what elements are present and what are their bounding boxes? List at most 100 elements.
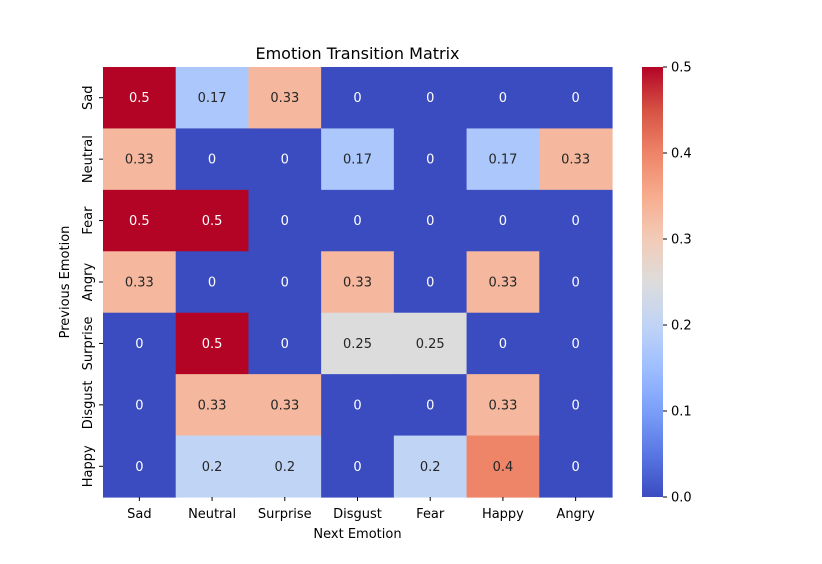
heatmap-cell (539, 374, 613, 437)
y-tick-label: Surprise (81, 317, 96, 371)
heatmap-cell (466, 312, 540, 375)
x-tick-label: Sad (127, 507, 151, 522)
heatmap-cell (103, 189, 177, 252)
y-axis-label: Previous Emotion (58, 226, 73, 339)
cell-value-label: 0.17 (488, 153, 517, 168)
heatmap-cells (103, 67, 613, 498)
heatmap-cell (321, 251, 395, 314)
heatmap-cell (539, 435, 613, 498)
colorbar-tick-label: 0.4 (671, 147, 692, 162)
heatmap-cell (175, 67, 250, 130)
cell-value-label: 0 (499, 91, 507, 106)
cell-value-label: 0.33 (561, 153, 590, 168)
cell-value-label: 0 (571, 214, 579, 229)
cell-value-label: 0 (208, 153, 216, 168)
heatmap-cell (321, 128, 395, 191)
cell-value-label: 0.5 (129, 214, 150, 229)
colorbar-tick-label: 0.0 (671, 491, 692, 506)
cell-value-label: 0.4 (493, 460, 514, 475)
cell-value-label: 0 (353, 214, 361, 229)
colorbar (642, 67, 663, 497)
heatmap-cell (466, 435, 540, 498)
cell-value-label: 0 (571, 398, 579, 413)
y-tick-label: Fear (81, 206, 96, 235)
cell-value-label: 0 (135, 337, 143, 352)
cell-value-label: 0 (135, 460, 143, 475)
cell-value-label: 0.33 (125, 276, 154, 291)
y-tick-label: Sad (81, 85, 96, 109)
cell-value-label: 0 (571, 460, 579, 475)
x-axis: Sad Neutral Surprise Disgust Fear Happy Angry (127, 497, 595, 522)
x-axis-label: Next Emotion (313, 527, 401, 542)
heatmap-cell (539, 189, 613, 252)
cell-value-label: 0 (353, 398, 361, 413)
heatmap-cell (248, 128, 322, 191)
colorbar-tick-label: 0.1 (671, 405, 692, 420)
heatmap-cell (248, 251, 322, 314)
x-tick-label: Happy (482, 507, 524, 522)
heatmap-cell (248, 67, 322, 130)
heatmap-cell (103, 435, 177, 498)
cell-value-label: 0 (353, 460, 361, 475)
heatmap-cell (393, 312, 468, 375)
heatmap-cell (248, 435, 322, 498)
cell-value-label: 0.5 (202, 337, 223, 352)
x-tick-label: Fear (416, 507, 445, 522)
heatmap-cell (466, 128, 540, 191)
cell-value-label: 0.33 (270, 91, 299, 106)
cell-value-label: 0.33 (488, 276, 517, 291)
heatmap-cell (393, 189, 468, 252)
heatmap-cell-labels: 0.5 0.17 0.33 0 0 0 0 0.33 0 0 0.17 0 0.17 0.33 0.5 0.5… (125, 91, 590, 475)
x-tick-label: Surprise (258, 507, 312, 522)
heatmap-cell (539, 312, 613, 375)
cell-value-label: 0 (281, 153, 289, 168)
heatmap-cell (539, 128, 613, 191)
cell-value-label: 0 (571, 337, 579, 352)
heatmap-cell (321, 189, 395, 252)
cell-value-label: 0.33 (343, 276, 372, 291)
cell-value-label: 0.33 (270, 398, 299, 413)
colorbar-tick-label: 0.3 (671, 233, 692, 248)
colorbar-tick-label: 0.5 (671, 61, 692, 76)
cell-value-label: 0.17 (198, 91, 227, 106)
y-tick-label: Angry (81, 262, 96, 301)
cell-value-label: 0 (426, 214, 434, 229)
heatmap-cell (393, 128, 468, 191)
heatmap-cell (248, 374, 322, 437)
heatmap-cell (321, 67, 395, 130)
heatmap-cell (466, 67, 540, 130)
heatmap-cell (175, 189, 250, 252)
cell-value-label: 0.2 (420, 460, 441, 475)
heatmap-cell (248, 312, 322, 375)
cell-value-label: 0 (571, 276, 579, 291)
heatmap-cell (393, 67, 468, 130)
cell-value-label: 0 (426, 276, 434, 291)
colorbar-axis: 0.0 0.1 0.2 0.3 0.4 0.5 (663, 61, 692, 506)
cell-value-label: 0 (281, 337, 289, 352)
heatmap-cell (466, 251, 540, 314)
y-tick-label: Disgust (81, 380, 96, 429)
cell-value-label: 0.2 (274, 460, 295, 475)
cell-value-label: 0.25 (343, 337, 372, 352)
cell-value-label: 0 (571, 91, 579, 106)
cell-value-label: 0 (499, 214, 507, 229)
y-tick-label: Happy (81, 445, 96, 487)
heatmap-cell (103, 251, 177, 314)
heatmap-cell (393, 374, 468, 437)
heatmap-cell (175, 435, 250, 498)
heatmap-cell (103, 312, 177, 375)
cell-value-label: 0.5 (202, 214, 223, 229)
cell-value-label: 0.25 (416, 337, 445, 352)
heatmap-cell (175, 312, 250, 375)
cell-value-label: 0 (426, 153, 434, 168)
cell-value-label: 0 (281, 214, 289, 229)
cell-value-label: 0.17 (343, 153, 372, 168)
cell-value-label: 0 (499, 337, 507, 352)
heatmap-cell (321, 374, 395, 437)
heatmap-cell (103, 128, 177, 191)
heatmap-cell (175, 128, 250, 191)
cell-value-label: 0.33 (488, 398, 517, 413)
cell-value-label: 0 (208, 276, 216, 291)
x-tick-label: Neutral (188, 507, 236, 522)
